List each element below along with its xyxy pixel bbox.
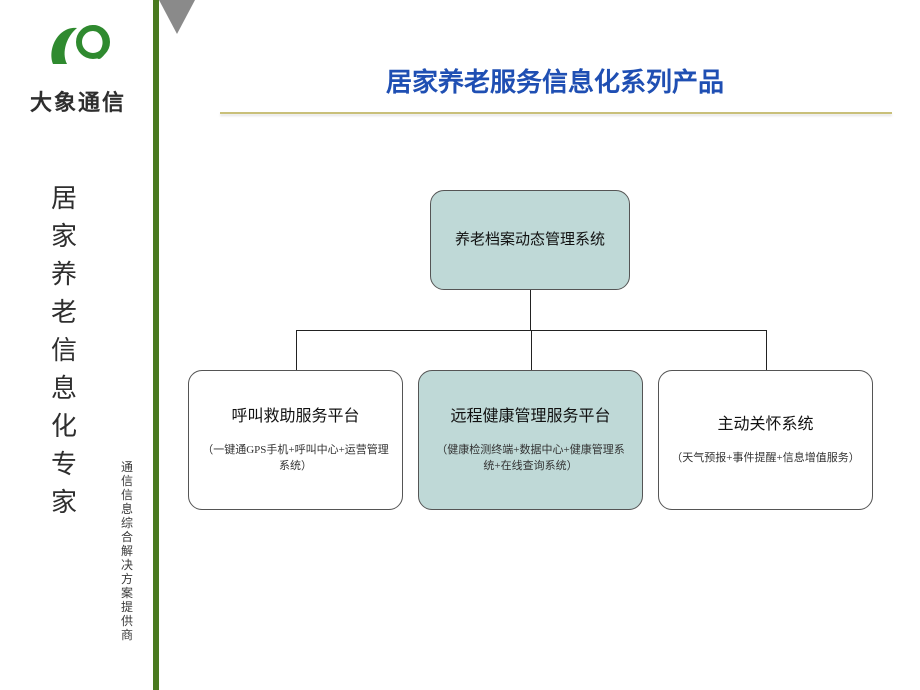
sidebar-main-tagline: 居家养老信息化专家 [50, 180, 78, 522]
orgchart-node-title: 呼叫救助服务平台 [231, 406, 359, 428]
orgchart-node-title: 主动关怀系统 [717, 414, 813, 436]
page-title: 居家养老服务信息化系列产品 [220, 62, 890, 99]
orgchart-node-c2: 远程健康管理服务平台 （健康检测终端+数据中心+健康管理系统+在线查询系统） [418, 370, 643, 510]
brand-logo: 大象通信 [18, 18, 138, 117]
brand-name: 大象通信 [18, 85, 138, 117]
orgchart-node-root: 养老档案动态管理系统 [430, 190, 630, 290]
orgchart-container: 养老档案动态管理系统呼叫救助服务平台 （一键通GPS手机+呼叫中心+运营管理系统）… [180, 150, 900, 570]
orgchart-connector [531, 330, 532, 370]
pointer-triangle-icon [159, 0, 195, 34]
title-underline [220, 112, 892, 114]
orgchart-connector [296, 330, 297, 370]
sidebar-sub-tagline: 通信信息综合解决方案提供商 [120, 460, 134, 642]
orgchart-node-title: 远程健康管理服务平台 [450, 406, 610, 428]
orgchart-node-c3: 主动关怀系统 （天气预报+事件提醒+信息增值服务） [658, 370, 873, 510]
orgchart-node-subtitle: （一键通GPS手机+呼叫中心+运营管理系统） [201, 442, 390, 474]
orgchart-connector [766, 330, 767, 370]
green-vertical-bar [153, 0, 159, 690]
orgchart-node-title: 养老档案动态管理系统 [455, 229, 605, 251]
orgchart-node-subtitle: （健康检测终端+数据中心+健康管理系统+在线查询系统） [431, 442, 630, 474]
logo-mark-icon [43, 18, 113, 79]
orgchart-node-c1: 呼叫救助服务平台 （一键通GPS手机+呼叫中心+运营管理系统） [188, 370, 403, 510]
orgchart-connector [530, 290, 531, 330]
orgchart-node-subtitle: （天气预报+事件提醒+信息增值服务） [671, 450, 859, 466]
